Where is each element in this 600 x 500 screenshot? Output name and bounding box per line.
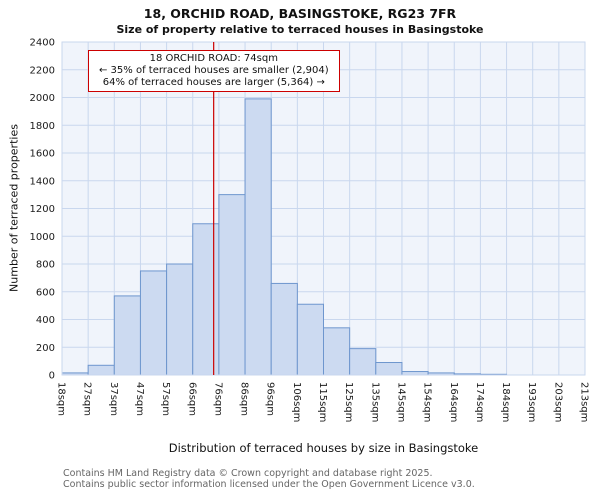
- y-tick-label: 1200: [30, 204, 55, 215]
- x-tick-label: 135sqm: [369, 382, 380, 422]
- annotation-smaller-line: ← 35% of terraced houses are smaller (2,…: [99, 65, 329, 76]
- x-tick-label: 96sqm: [265, 382, 276, 416]
- histogram-bar: [401, 371, 429, 376]
- plot-border: [61, 41, 586, 376]
- y-tick-label: 2200: [30, 65, 55, 76]
- y-tick-label: 600: [36, 287, 55, 298]
- histogram-bar: [113, 295, 141, 376]
- y-tick-label: 1800: [30, 121, 55, 132]
- x-tick-label: 18sqm: [56, 382, 67, 416]
- x-tick-label: 203sqm: [552, 382, 563, 422]
- annotation-property-line: 18 ORCHID ROAD: 74sqm: [149, 53, 278, 64]
- histogram-bar: [296, 303, 325, 376]
- x-tick-label: 184sqm: [500, 382, 511, 422]
- x-tick-label: 86sqm: [239, 382, 250, 416]
- x-tick-label: 66sqm: [186, 382, 197, 416]
- x-tick-label: 145sqm: [395, 382, 406, 422]
- chart-title: 18, ORCHID ROAD, BASINGSTOKE, RG23 7FR: [143, 6, 457, 21]
- y-tick-label: 1000: [30, 232, 55, 243]
- x-tick-label: 57sqm: [160, 382, 171, 416]
- y-tick-label: 2000: [30, 93, 55, 104]
- x-tick-label: 193sqm: [526, 382, 537, 422]
- histogram-bar: [270, 282, 298, 376]
- y-tick-label: 800: [36, 260, 55, 271]
- attribution-line-2: Contains public sector information licen…: [63, 479, 475, 490]
- x-tick-label: 47sqm: [134, 382, 145, 416]
- y-tick-label: 1400: [30, 176, 55, 187]
- histogram-bar: [192, 223, 220, 376]
- histogram-bar: [166, 263, 194, 376]
- x-tick-label: 164sqm: [448, 382, 459, 422]
- histogram-bar: [218, 194, 246, 376]
- x-tick-label: 213sqm: [579, 382, 590, 422]
- y-tick-label: 2400: [30, 38, 55, 49]
- y-tick-label: 0: [49, 371, 55, 382]
- histogram-bar: [87, 364, 115, 376]
- histogram-bar: [323, 327, 351, 376]
- y-tick-label: 400: [36, 315, 55, 326]
- attribution: Contains HM Land Registry data © Crown c…: [63, 468, 475, 490]
- annotation-larger-line: 64% of terraced houses are larger (5,364…: [102, 77, 325, 88]
- y-tick-label: 1600: [30, 149, 55, 160]
- histogram-bar: [244, 98, 272, 376]
- y-tick-label: 200: [36, 343, 55, 354]
- histogram-plot: 0 200 400 600 800 1000 1200 1400 1600 1800 2000 220…: [30, 38, 590, 423]
- x-tick-label: 27sqm: [82, 382, 93, 416]
- chart-subtitle: Size of property relative to terraced ho…: [116, 23, 484, 36]
- x-tick-label: 76sqm: [212, 382, 223, 416]
- x-tick-label: 37sqm: [108, 382, 119, 416]
- x-tick-label: 154sqm: [422, 382, 433, 422]
- x-tick-label: 174sqm: [474, 382, 485, 422]
- x-tick-label: 106sqm: [291, 382, 302, 422]
- histogram-bar: [139, 270, 168, 376]
- property-annotation-box: 18 ORCHID ROAD: 74sqm ← 35% of terraced …: [88, 50, 340, 92]
- x-axis-label: Distribution of terraced houses by size …: [168, 441, 479, 455]
- x-tick-label: 125sqm: [343, 382, 354, 422]
- histogram-bar: [375, 362, 403, 376]
- histogram-bar: [349, 348, 377, 376]
- x-tick-label: 115sqm: [317, 382, 328, 422]
- attribution-line-1: Contains HM Land Registry data © Crown c…: [63, 468, 433, 479]
- y-axis-label: Number of terraced properties: [7, 124, 21, 292]
